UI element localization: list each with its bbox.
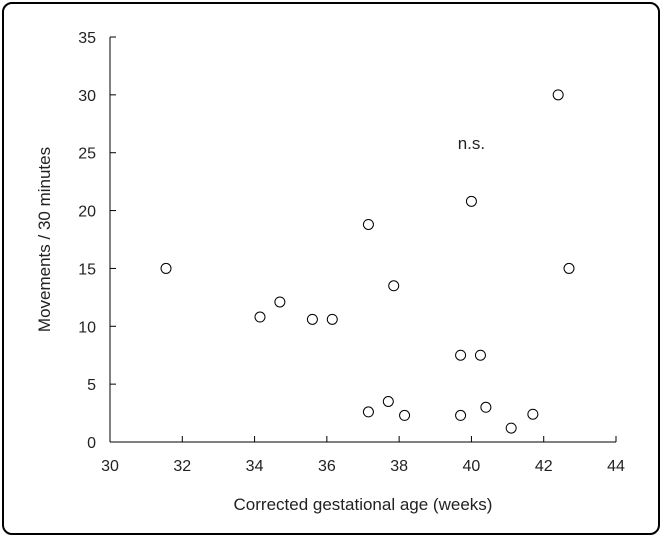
y-tick-label: 20: [78, 204, 96, 221]
y-tick-label: 0: [87, 435, 96, 452]
y-tick-label: 5: [87, 377, 96, 394]
data-point: [455, 349, 467, 361]
data-point: [455, 409, 467, 421]
data-point: [274, 296, 286, 308]
y-tick-label: 10: [78, 319, 96, 336]
data-point: [563, 262, 575, 274]
data-point: [527, 408, 539, 420]
y-axis-title: Movements / 30 minutes: [35, 147, 54, 332]
data-point: [326, 313, 338, 325]
data-point: [388, 280, 400, 292]
data-point: [480, 401, 492, 413]
x-tick-label: 30: [101, 458, 119, 475]
x-tick-label: 38: [390, 458, 408, 475]
data-point: [474, 349, 486, 361]
x-tick-label: 36: [318, 458, 336, 475]
data-point: [306, 313, 318, 325]
y-tick-label: 35: [78, 30, 96, 47]
data-point: [362, 218, 374, 230]
data-point: [505, 422, 517, 434]
data-point: [399, 409, 411, 421]
x-axis-title: Corrected gestational age (weeks): [234, 495, 493, 514]
data-point: [362, 406, 374, 418]
data-point: [382, 396, 394, 407]
annotation-ns: n.s.: [458, 134, 485, 153]
y-tick-label: 30: [78, 88, 96, 105]
x-tick-label: 44: [607, 458, 625, 475]
x-tick-label: 42: [535, 458, 553, 475]
x-axis-ticks: 30 32 34 36 38 40 42 44: [101, 436, 625, 475]
data-point: [254, 311, 266, 323]
y-tick-label: 25: [78, 146, 96, 163]
y-axis-ticks: 0 5 10 15 20 25 30 35: [78, 30, 116, 452]
x-tick-label: 34: [246, 458, 264, 475]
data-point: [552, 89, 564, 101]
axes: [109, 37, 616, 443]
data-point: [465, 195, 477, 207]
data-points: [160, 89, 575, 434]
y-tick-label: 15: [78, 261, 96, 278]
x-tick-label: 40: [463, 458, 481, 475]
x-tick-label: 32: [173, 458, 191, 475]
data-point: [160, 262, 172, 274]
